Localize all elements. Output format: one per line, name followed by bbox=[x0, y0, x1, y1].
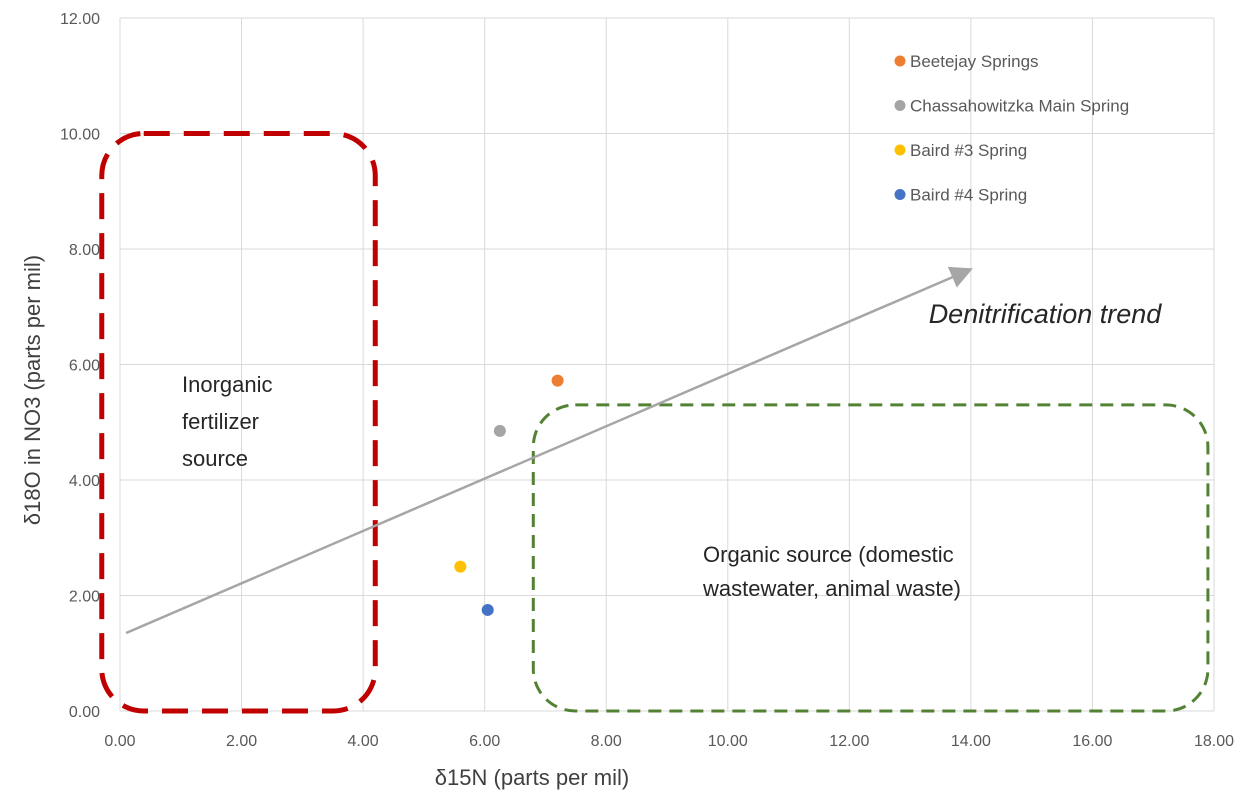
x-axis-label: δ15N (parts per mil) bbox=[435, 765, 629, 790]
source-regions: Inorganic fertilizer source Organic source … bbox=[99, 131, 1210, 714]
y-tick-label: 10.00 bbox=[60, 127, 100, 144]
y-tick-label: 12.00 bbox=[60, 11, 100, 28]
x-tick-label: 18.00 bbox=[1194, 733, 1234, 750]
organic-region-label: wastewater, animal waste) bbox=[702, 576, 961, 601]
data-point bbox=[493, 424, 506, 437]
x-tick-label: 12.00 bbox=[829, 733, 869, 750]
y-tick-label: 8.00 bbox=[69, 242, 100, 259]
organic-source-region bbox=[531, 403, 1210, 713]
data-point bbox=[454, 560, 467, 573]
x-tick-label: 10.00 bbox=[708, 733, 748, 750]
inorganic-fertilizer-region bbox=[99, 131, 378, 714]
y-tick-label: 0.00 bbox=[69, 704, 100, 721]
x-tick-label: 0.00 bbox=[104, 733, 135, 750]
legend-label: Baird #3 Spring bbox=[910, 141, 1027, 160]
y-tick-label: 4.00 bbox=[69, 473, 100, 490]
legend-marker bbox=[894, 55, 906, 67]
organic-region-label: Organic source (domestic bbox=[703, 542, 954, 567]
legend-label: Beetejay Springs bbox=[910, 52, 1039, 71]
legend-label: Chassahowitzka Main Spring bbox=[910, 97, 1129, 116]
y-tick-label: 2.00 bbox=[69, 589, 100, 606]
data-point bbox=[551, 374, 564, 387]
x-tick-label: 8.00 bbox=[591, 733, 622, 750]
legend-marker bbox=[894, 144, 906, 156]
trend-label: Denitrification trend bbox=[929, 299, 1163, 329]
legend-label: Baird #4 Spring bbox=[910, 186, 1027, 205]
x-tick-label: 2.00 bbox=[226, 733, 257, 750]
trend-arrow-group bbox=[125, 266, 973, 635]
inorganic-region-label: fertilizer bbox=[182, 409, 259, 434]
inorganic-region-label: source bbox=[182, 446, 248, 471]
legend-marker bbox=[894, 100, 906, 111]
tick-labels: 0.00 2.00 4.00 6.00 8.00 10.00 12.00 14.00 16.00… bbox=[60, 11, 1234, 750]
x-tick-label: 4.00 bbox=[348, 733, 379, 750]
x-tick-label: 6.00 bbox=[469, 733, 500, 750]
y-axis-label: δ18O in NO3 (parts per mil) bbox=[20, 255, 45, 525]
y-tick-label: 6.00 bbox=[69, 358, 100, 375]
inorganic-region-label: Inorganic bbox=[182, 372, 273, 397]
x-tick-label: 14.00 bbox=[951, 733, 991, 750]
legend-marker bbox=[894, 189, 906, 200]
data-point bbox=[481, 603, 494, 616]
denitrification-trend-arrow bbox=[125, 266, 973, 635]
gridlines bbox=[119, 17, 1215, 712]
x-tick-label: 16.00 bbox=[1072, 733, 1112, 750]
legend: Beetejay Springs Chassahowitzka Main Spri… bbox=[894, 52, 1129, 205]
data-points bbox=[454, 374, 564, 616]
